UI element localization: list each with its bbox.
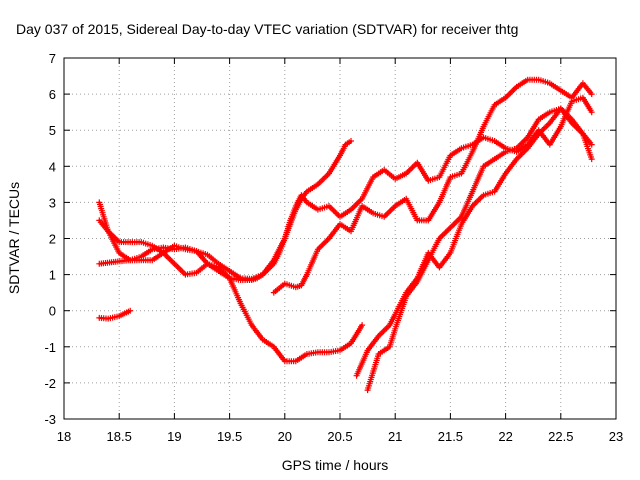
grid-layer [64, 58, 616, 419]
x-tick-label: 19.5 [217, 429, 242, 444]
series-7-markers [364, 105, 595, 394]
x-tick-label: 23 [609, 429, 623, 444]
series-3-markers [96, 94, 595, 282]
y-tick-label: 5 [49, 123, 56, 138]
series-3 [96, 94, 595, 282]
y-axis-label: SDTVAR / TECUs [6, 182, 22, 294]
x-tick-label: 22 [498, 429, 512, 444]
y-tick-label: 0 [49, 304, 56, 319]
series-3-trace [98, 96, 593, 280]
plot-frame [63, 57, 617, 420]
y-tick-label: 1 [49, 268, 56, 283]
y-tick-label: 7 [49, 51, 56, 66]
chart-title: Day 037 of 2015, Sidereal Day-to-day VTE… [16, 21, 518, 37]
series-1 [96, 307, 134, 322]
y-tick-label: 6 [49, 87, 56, 102]
series-7 [364, 105, 595, 394]
x-axis-label: GPS time / hours [282, 457, 389, 473]
x-tick-label: 21.5 [438, 429, 463, 444]
x-tick-label: 22.5 [548, 429, 573, 444]
x-tick-label: 20 [278, 429, 292, 444]
x-tick-label: 20.5 [327, 429, 352, 444]
y-tick-label: -2 [44, 376, 56, 391]
series-5-markers [270, 76, 595, 296]
x-tick-label: 18.5 [107, 429, 132, 444]
x-tick-label: 19 [167, 429, 181, 444]
tick-layer: 18 18.5 19 19.5 20 20.5 21 21.5 22 22.5 23-3-2-101… [44, 51, 623, 444]
y-tick-label: -1 [44, 340, 56, 355]
series-1-markers [96, 307, 134, 322]
series-4-markers [96, 199, 366, 365]
y-tick-label: -3 [44, 412, 56, 427]
series-5 [270, 76, 595, 296]
series-layer [96, 76, 595, 394]
x-tick-label: 18 [57, 429, 71, 444]
y-tick-label: 3 [49, 195, 56, 210]
x-tick-label: 21 [388, 429, 402, 444]
series-7-trace [366, 107, 593, 392]
series-4 [96, 199, 366, 365]
y-tick-label: 2 [49, 232, 56, 247]
y-tick-label: 4 [49, 159, 56, 174]
series-6 [353, 105, 595, 379]
